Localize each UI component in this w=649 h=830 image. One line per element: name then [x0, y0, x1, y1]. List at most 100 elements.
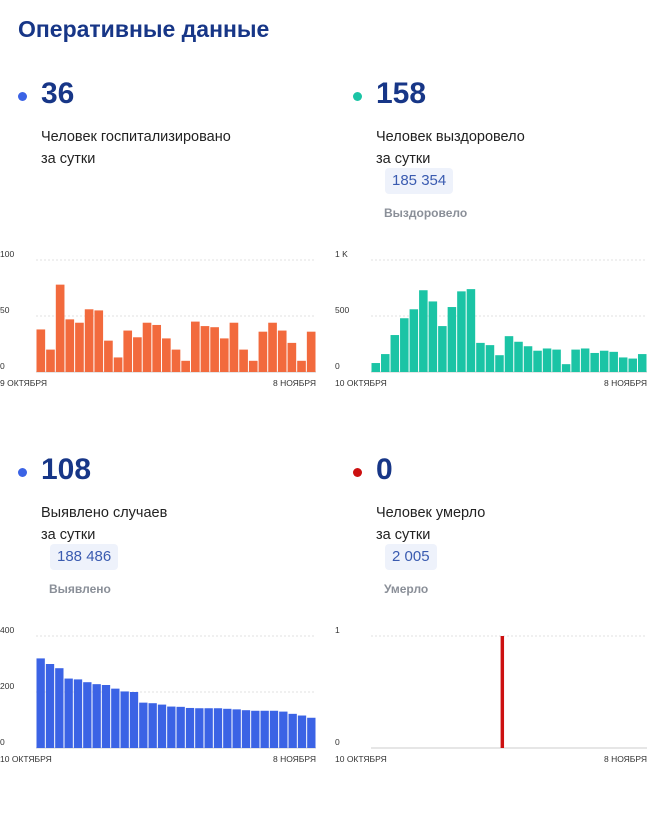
bar	[101, 685, 111, 748]
bar	[571, 349, 580, 372]
bar	[500, 636, 505, 748]
y-tick-label: 100	[0, 249, 14, 259]
bar	[251, 710, 260, 748]
y-tick-label: 0	[335, 361, 340, 371]
recovered-total-caption: Выздоровело	[384, 206, 468, 220]
bar	[120, 691, 129, 748]
bar	[241, 710, 251, 748]
card-cases: 108 Выявлено случаев за сутки 188 486 Вы…	[0, 450, 318, 830]
bar	[73, 679, 83, 748]
bar	[83, 682, 92, 748]
x-start-label: 10 ОКТЯБРЯ	[335, 754, 387, 764]
cases-chart: 0 200 400 10 ОКТЯБРЯ 8 НОЯБРЯ	[0, 625, 316, 764]
cases-value: 108	[41, 453, 92, 486]
bar	[523, 346, 533, 372]
bar	[409, 309, 419, 372]
deaths-chart: 0 1 10 ОКТЯБРЯ 8 НОЯБРЯ	[335, 625, 647, 764]
bar	[113, 357, 123, 372]
y-tick-label: 1 K	[335, 249, 348, 259]
x-end-label: 8 НОЯБРЯ	[273, 754, 316, 764]
bar	[185, 707, 195, 748]
bar	[129, 692, 139, 748]
x-end-label: 8 НОЯБРЯ	[604, 378, 647, 388]
bar	[94, 310, 104, 372]
bar	[239, 349, 248, 372]
bar	[219, 338, 229, 372]
bar	[190, 321, 200, 372]
bar	[552, 349, 561, 372]
y-tick-label: 400	[0, 625, 14, 635]
y-tick-label: 1	[335, 625, 340, 635]
cases-label-line2: за сутки	[41, 527, 96, 543]
bar	[64, 678, 73, 748]
bar	[590, 352, 599, 372]
x-start-label: 10 ОКТЯБРЯ	[335, 378, 387, 388]
bar	[46, 349, 55, 372]
bar	[232, 709, 241, 748]
deaths-label: Человек умерло за сутки	[376, 502, 616, 546]
bar	[260, 710, 269, 748]
recovered-label-line1: Человек выздоровело	[376, 129, 525, 145]
bar	[514, 341, 523, 372]
recovered-chart: 0 500 1 K 10 ОКТЯБРЯ 8 НОЯБРЯ	[335, 249, 647, 388]
deaths-value: 0	[376, 453, 393, 486]
bar	[371, 363, 381, 372]
bar	[45, 664, 55, 748]
bar	[466, 289, 476, 372]
bar	[111, 688, 120, 748]
page-title: Оперативные данные	[18, 16, 270, 42]
bar	[637, 354, 647, 372]
recovered-dot	[353, 92, 362, 101]
bar	[495, 355, 504, 372]
bar	[542, 348, 552, 372]
bar	[609, 351, 618, 372]
deaths-label-line1: Человек умерло	[376, 505, 486, 521]
deaths-total-caption: Умерло	[384, 582, 429, 596]
bar	[200, 326, 210, 372]
y-tick-label: 500	[335, 305, 349, 315]
bar	[142, 322, 152, 372]
bar	[36, 658, 45, 748]
bar	[104, 340, 113, 372]
bar	[84, 309, 94, 372]
bar	[457, 291, 466, 372]
y-tick-label: 0	[335, 737, 340, 747]
bar	[152, 324, 162, 372]
bar	[181, 360, 190, 372]
bar	[157, 704, 167, 748]
bar	[213, 708, 223, 748]
bar	[92, 684, 101, 748]
bar	[229, 322, 239, 372]
bar	[65, 319, 75, 372]
bar	[561, 364, 571, 372]
bar	[167, 706, 176, 748]
bar	[171, 349, 181, 372]
bar	[485, 345, 495, 372]
bar	[123, 330, 133, 372]
y-tick-label: 200	[0, 681, 14, 691]
bar	[428, 301, 438, 372]
bar	[297, 715, 307, 748]
bar	[210, 327, 219, 372]
x-end-label: 8 НОЯБРЯ	[604, 754, 647, 764]
bar	[269, 710, 279, 748]
bar	[400, 318, 409, 372]
bar	[306, 331, 316, 372]
bar	[438, 326, 447, 372]
bar	[133, 337, 142, 372]
bar	[419, 290, 428, 372]
bar	[390, 335, 400, 372]
hospitalized-value: 36	[41, 77, 75, 110]
bar	[268, 322, 277, 372]
y-tick-label: 0	[0, 737, 5, 747]
recovered-label: Человек выздоровело за сутки	[376, 126, 616, 170]
y-tick-label: 0	[0, 361, 5, 371]
recovered-value: 158	[376, 77, 427, 110]
card-recovered: 158 Человек выздоровело за сутки 185 354…	[335, 74, 649, 454]
bar	[279, 711, 288, 748]
recovered-label-line2: за сутки	[376, 151, 431, 167]
recovered-total: 185 354	[385, 168, 454, 194]
cases-dot	[18, 468, 27, 477]
bar	[258, 331, 268, 372]
bar	[55, 668, 64, 748]
